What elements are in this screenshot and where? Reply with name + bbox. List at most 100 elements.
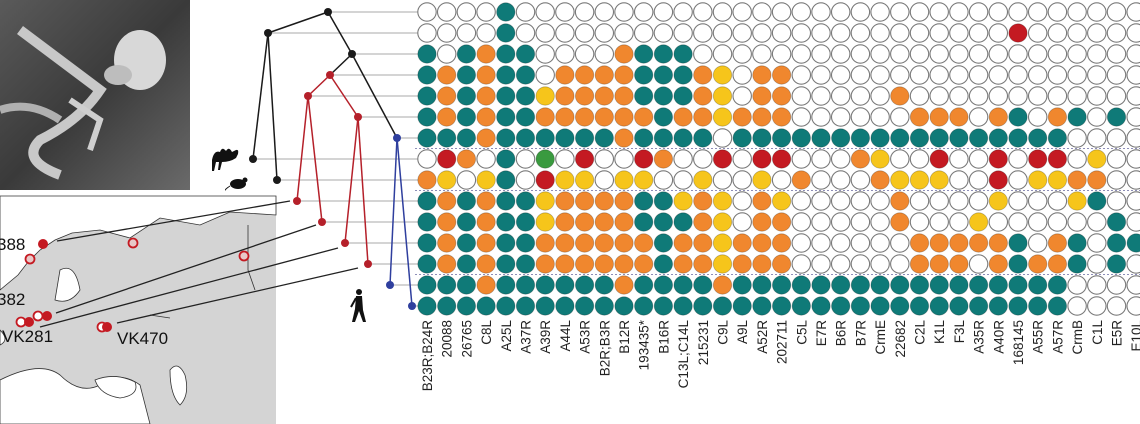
gene-dot-empty (811, 107, 831, 127)
gene-dot-teal (496, 191, 516, 211)
gene-dot-empty (1106, 170, 1127, 190)
gene-dot-teal (732, 128, 752, 148)
gene-dot-yellow (712, 191, 733, 211)
gene-dot-empty (929, 212, 949, 232)
gene-dot-yellow (535, 212, 555, 232)
tree-leaf-camel (249, 155, 257, 163)
gene-dot-empty (1008, 191, 1028, 211)
gene-dot-teal (496, 128, 516, 148)
gene-dot-teal (1008, 275, 1028, 295)
gene-dot-empty (811, 2, 831, 22)
gene-dot-empty (870, 2, 890, 22)
gene-dot-teal (496, 275, 516, 295)
gene-dot-orange (574, 212, 595, 232)
gene-dot-teal (1126, 233, 1140, 253)
gene-dot-teal (634, 44, 654, 64)
gene-dot-orange (614, 65, 634, 85)
gene-dot-orange (634, 107, 654, 127)
gene-dot-empty (555, 149, 575, 169)
gene-dot-teal (870, 275, 890, 295)
gene-dot-red (752, 149, 772, 169)
site-marker (32, 310, 44, 322)
gene-dot-teal (496, 149, 516, 169)
gene-dot-teal (771, 128, 792, 148)
gene-dot-orange (476, 254, 496, 274)
gene-dot-empty (1126, 275, 1140, 295)
gene-dot-empty (830, 65, 851, 85)
gene-dot-orange (693, 254, 713, 274)
gene-dot-empty (476, 2, 496, 22)
gene-dot-yellow (555, 170, 575, 190)
gene-dot-empty (988, 86, 1009, 106)
gene-column-label: C9L (716, 320, 731, 345)
gene-dot-orange (732, 107, 752, 127)
gene-dot-empty (909, 44, 930, 64)
gene-dot-teal (1106, 254, 1127, 274)
gene-dot-empty (693, 2, 713, 22)
gene-dot-orange (752, 233, 772, 253)
gene-dot-teal (456, 65, 476, 85)
gene-dot-empty (1087, 86, 1107, 106)
gene-dot-orange (535, 254, 555, 274)
gene-dot-empty (712, 23, 733, 43)
gene-dot-teal (496, 107, 516, 127)
gene-dot-teal (988, 275, 1008, 295)
gene-dot-empty (988, 212, 1009, 232)
gene-dot-teal (653, 86, 674, 106)
gene-dot-teal (752, 275, 772, 295)
gene-dot-empty (555, 23, 575, 43)
tree-node (354, 113, 362, 121)
gene-dot-teal (909, 128, 930, 148)
gene-dot-empty (1067, 212, 1087, 232)
gene-dot-empty (673, 23, 693, 43)
gene-dot-teal (850, 128, 871, 148)
gene-dot-empty (1067, 296, 1087, 316)
gene-column-label: K1L (932, 320, 947, 345)
gene-dot-empty (968, 23, 989, 43)
gene-dot-teal (476, 296, 496, 316)
gene-column-label: A53R (578, 320, 593, 354)
gene-dot-teal (1106, 233, 1127, 253)
gene-dot-orange (752, 191, 772, 211)
gene-dot-orange (909, 254, 930, 274)
gene-dot-empty (890, 2, 910, 22)
gene-dot-yellow (535, 191, 555, 211)
gene-dot-teal (1008, 233, 1028, 253)
gene-dot-orange (614, 254, 634, 274)
gene-dot-empty (949, 170, 969, 190)
gene-dot-teal (515, 86, 536, 106)
gene-dot-teal (1047, 296, 1068, 316)
gene-dot-empty (673, 2, 693, 22)
gene-dot-teal (791, 128, 811, 148)
gene-dot-empty (791, 149, 812, 169)
gene-dot-orange (437, 212, 457, 232)
gene-dot-empty (811, 233, 831, 253)
gene-dot-red (929, 149, 949, 169)
gene-dot-yellow (712, 254, 733, 274)
gene-dot-empty (1087, 212, 1107, 232)
gene-dot-orange (574, 65, 595, 85)
gene-dot-teal (1106, 107, 1127, 127)
gene-dot-empty (1027, 2, 1048, 22)
gene-dot-teal (712, 296, 733, 316)
skeleton-photo (0, 0, 190, 190)
gene-dot-empty (1008, 86, 1028, 106)
gene-dot-teal (515, 212, 536, 232)
gene-dot-teal (594, 296, 614, 316)
gene-dot-empty (1047, 191, 1068, 211)
gene-dot-yellow (712, 86, 733, 106)
gene-dot-teal (673, 296, 693, 316)
gene-dot-empty (594, 44, 615, 64)
gene-dot-empty (791, 23, 812, 43)
gene-column-label: B16R (656, 320, 671, 354)
gene-dot-empty (653, 2, 674, 22)
gene-dot-empty (712, 44, 733, 64)
gene-dot-empty (791, 254, 812, 274)
map-label-vk382: 382 (0, 290, 25, 309)
gene-dot-empty (1126, 191, 1140, 211)
gene-dot-empty (1087, 233, 1107, 253)
gene-dot-empty (870, 65, 890, 85)
gene-dot-empty (949, 2, 969, 22)
gene-dot-empty (811, 254, 831, 274)
gene-dot-empty (909, 149, 930, 169)
